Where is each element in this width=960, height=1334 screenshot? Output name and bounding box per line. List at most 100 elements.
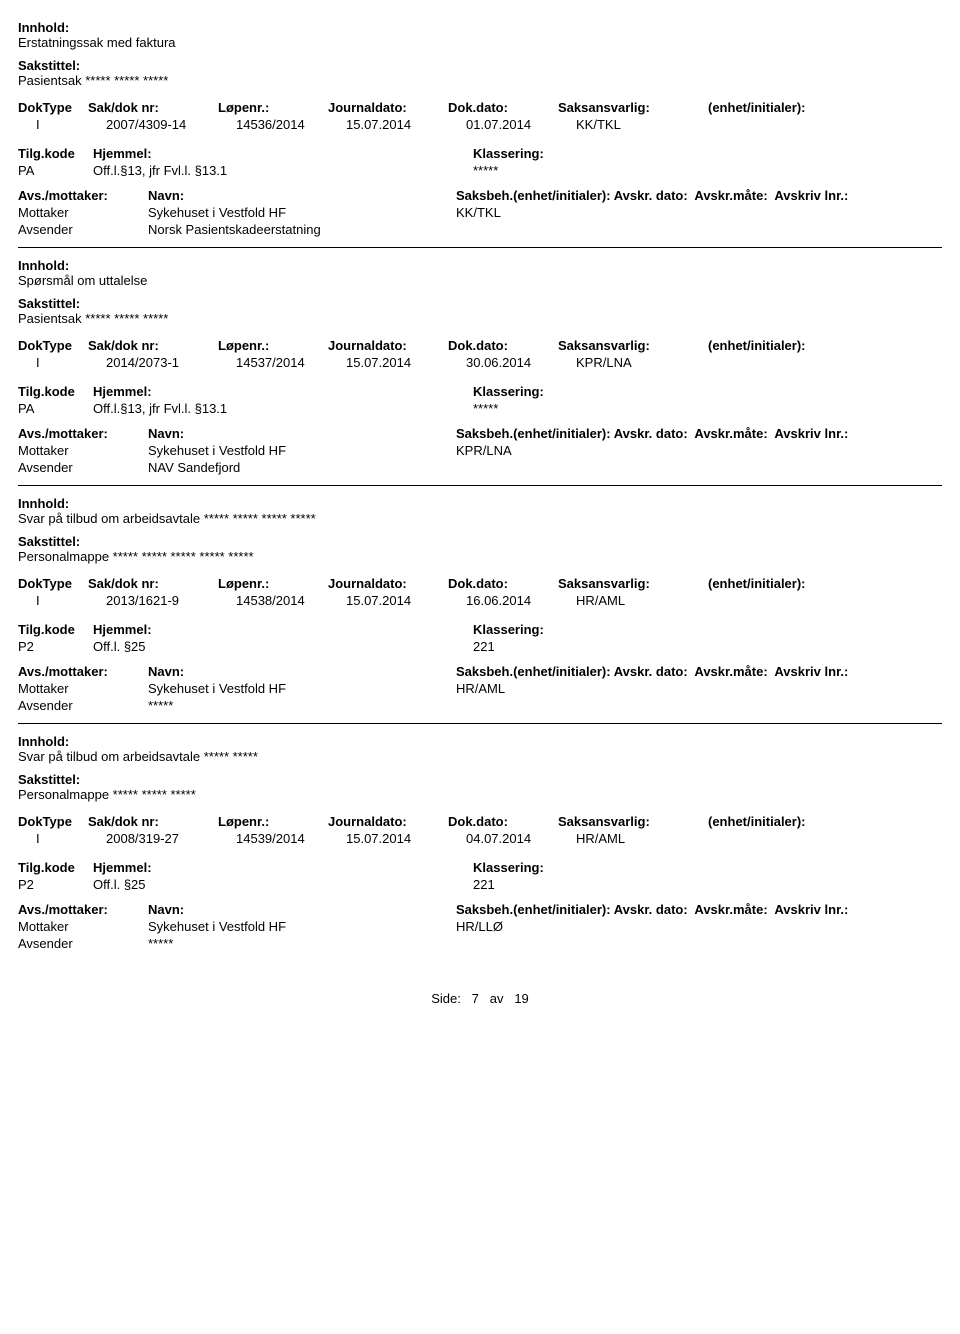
hjemmel-header-row: Tilg.kode Hjemmel: Klassering: [18,622,942,637]
avs-mottaker-label: Avs./mottaker: [18,664,148,679]
avskriv-lnr-label: Avskriv lnr.: [774,188,848,203]
meta-header-row: DokType Sak/dok nr: Løpenr.: Journaldato… [18,814,942,829]
page-footer: Side: 7 av 19 [18,991,942,1006]
mottaker-navn: Sykehuset i Vestfold HF [148,919,456,934]
total-pages: 19 [514,991,528,1006]
klassering-label: Klassering: [473,860,544,875]
party-rows: Mottaker Sykehuset i Vestfold HF KPR/LNA… [18,443,942,475]
innhold-value: Svar på tilbud om arbeidsavtale ***** **… [18,511,942,526]
innhold-label: Innhold: [18,734,942,749]
saksansvarlig-label: Saksansvarlig: [558,814,708,829]
record-divider [18,247,942,248]
hjemmel-values-row: P2 Off.l. §25 221 [18,639,942,654]
mottaker-saksbeh: HR/LLØ [456,919,942,934]
avskr-dato-label: Avskr. dato: [614,902,688,917]
saksansvarlig-label: Saksansvarlig: [558,100,708,115]
avsender-row: Avsender ***** [18,698,942,713]
mottaker-navn: Sykehuset i Vestfold HF [148,205,456,220]
avskr-dato-label: Avskr. dato: [614,664,688,679]
dokdato-value: 16.06.2014 [466,593,576,608]
saksbeh-combined-label: Saksbeh.(enhet/initialer): Avskr. dato: … [456,664,848,679]
avs-mottaker-label: Avs./mottaker: [18,902,148,917]
tilgkode-label: Tilg.kode [18,384,93,399]
avskr-dato-label: Avskr. dato: [614,188,688,203]
doktype-value: I [18,831,106,846]
lopenr-label: Løpenr.: [218,338,328,353]
record-divider [18,485,942,486]
journaldato-label: Journaldato: [328,100,448,115]
journaldato-value: 15.07.2014 [346,593,466,608]
tilgkode-label: Tilg.kode [18,622,93,637]
journaldato-label: Journaldato: [328,338,448,353]
sakstittel-label: Sakstittel: [18,772,942,787]
sakdok-label: Sak/dok nr: [88,576,218,591]
journaldato-value: 15.07.2014 [346,831,466,846]
tilgkode-value: PA [18,163,93,178]
party-rows: Mottaker Sykehuset i Vestfold HF HR/LLØ … [18,919,942,951]
innhold-value: Svar på tilbud om arbeidsavtale ***** **… [18,749,942,764]
journaldato-label: Journaldato: [328,814,448,829]
enhet-initialer-label: (enhet/initialer): [708,814,942,829]
hjemmel-values-row: P2 Off.l. §25 221 [18,877,942,892]
dokdato-value: 01.07.2014 [466,117,576,132]
klassering-label: Klassering: [473,622,544,637]
hjemmel-label: Hjemmel: [93,146,473,161]
meta-values-row: I 2008/319-27 14539/2014 15.07.2014 04.0… [18,831,942,846]
journaldato-value: 15.07.2014 [346,117,466,132]
journal-record: Innhold: Erstatningssak med faktura Saks… [18,20,942,248]
meta-values-row: I 2014/2073-1 14537/2014 15.07.2014 30.0… [18,355,942,370]
innhold-value: Spørsmål om uttalelse [18,273,942,288]
navn-label: Navn: [148,426,456,441]
hjemmel-header-row: Tilg.kode Hjemmel: Klassering: [18,860,942,875]
tilgkode-value: P2 [18,639,93,654]
avskriv-lnr-label: Avskriv lnr.: [774,902,848,917]
navn-label: Navn: [148,902,456,917]
lopenr-value: 14539/2014 [236,831,346,846]
avsender-navn: Norsk Pasientskadeerstatning [148,222,456,237]
mottaker-saksbeh: KPR/LNA [456,443,942,458]
klassering-value: 221 [473,877,495,892]
lopenr-value: 14537/2014 [236,355,346,370]
avs-mottaker-label: Avs./mottaker: [18,188,148,203]
mottaker-row: Mottaker Sykehuset i Vestfold HF KK/TKL [18,205,942,220]
mottaker-saksbeh: HR/AML [456,681,942,696]
saksbeh-combined-label: Saksbeh.(enhet/initialer): Avskr. dato: … [456,188,848,203]
meta-values-row: I 2013/1621-9 14538/2014 15.07.2014 16.0… [18,593,942,608]
avsender-role: Avsender [18,936,148,951]
av-label: av [490,991,504,1006]
journaldato-value: 15.07.2014 [346,355,466,370]
sakdok-value: 2013/1621-9 [106,593,236,608]
enhet-initialer-label: (enhet/initialer): [708,338,942,353]
saksbeh-enhet-label: Saksbeh.(enhet/initialer): [456,902,611,917]
doktype-value: I [18,117,106,132]
hjemmel-value: Off.l. §25 [93,877,473,892]
hjemmel-label: Hjemmel: [93,384,473,399]
doktype-label: DokType [18,576,88,591]
saksansvarlig-value: KPR/LNA [576,355,726,370]
avsender-navn: NAV Sandefjord [148,460,456,475]
sakstittel-label: Sakstittel: [18,58,942,73]
avsender-row: Avsender ***** [18,936,942,951]
dokdato-value: 30.06.2014 [466,355,576,370]
party-rows: Mottaker Sykehuset i Vestfold HF HR/AML … [18,681,942,713]
sakdok-label: Sak/dok nr: [88,100,218,115]
avsender-row: Avsender NAV Sandefjord [18,460,942,475]
mottaker-row: Mottaker Sykehuset i Vestfold HF HR/AML [18,681,942,696]
avsender-role: Avsender [18,460,148,475]
sakstittel-value: Pasientsak ***** ***** ***** [18,311,942,326]
sakstittel-label: Sakstittel: [18,534,942,549]
klassering-label: Klassering: [473,146,544,161]
klassering-label: Klassering: [473,384,544,399]
sakstittel-value: Personalmappe ***** ***** ***** [18,787,942,802]
journal-record: Innhold: Svar på tilbud om arbeidsavtale… [18,734,942,951]
doktype-label: DokType [18,814,88,829]
page-number: 7 [472,991,479,1006]
klassering-value: ***** [473,401,498,416]
saksansvarlig-value: HR/AML [576,831,726,846]
hjemmel-value: Off.l.§13, jfr Fvl.l. §13.1 [93,163,473,178]
mottaker-row: Mottaker Sykehuset i Vestfold HF KPR/LNA [18,443,942,458]
lopenr-value: 14538/2014 [236,593,346,608]
mottaker-role: Mottaker [18,681,148,696]
meta-header-row: DokType Sak/dok nr: Løpenr.: Journaldato… [18,576,942,591]
hjemmel-values-row: PA Off.l.§13, jfr Fvl.l. §13.1 ***** [18,401,942,416]
